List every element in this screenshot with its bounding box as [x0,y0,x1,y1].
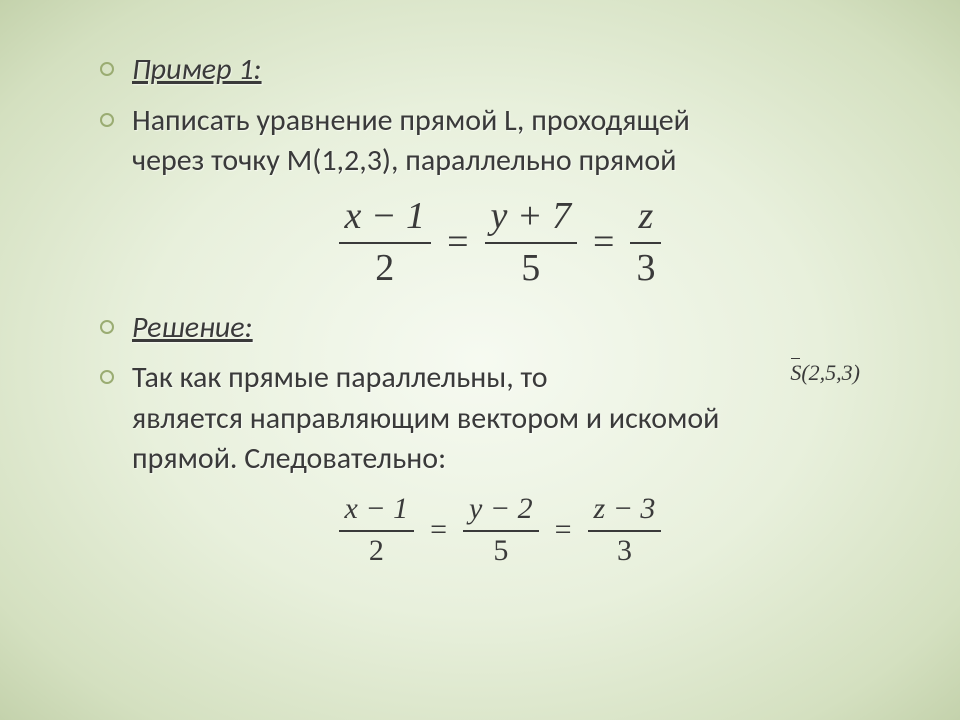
bullet-icon [100,113,114,127]
eq1-frac-2: y + 7 5 [485,194,578,290]
solution-label-row: Решение: [100,308,900,349]
eq1-den-1: 2 [369,244,400,290]
eq1-den-2: 5 [515,244,546,290]
title-text: Пример 1: [132,50,262,91]
equation-1: x − 1 2 = y + 7 5 = z 3 [100,194,900,290]
eq2-num-2: y − 2 [463,492,539,526]
solution-line-1: Так как прямые параллельны, то [132,359,548,396]
problem-line-2: через точку М(1,2,3), параллельно прямой [132,142,676,179]
problem-text: Написать уравнение прямой L, проходящей … [132,101,690,182]
vector-bar-icon [791,358,800,359]
eq1-num-1: x − 1 [339,194,432,238]
vector-text: S(2,5,3) [790,360,860,385]
eq1-frac-1: x − 1 2 [339,194,432,290]
solution-text: Так как прямые параллельны, то является … [132,358,719,480]
eq2-num-1: x − 1 [339,492,415,526]
vector-inline: S(2,5,3) [790,360,860,386]
eq1-frac-3: z 3 [630,194,661,290]
eq2-num-3: z − 3 [588,492,662,526]
bullet-icon [100,320,114,334]
equation-2: x − 1 2 = y − 2 5 = z − 3 3 [100,492,900,568]
solution-line-3: прямой. Следовательно: [132,440,446,477]
equation-1-wrap: x − 1 2 = y + 7 5 = z 3 [339,194,662,290]
bullet-icon [100,370,114,384]
eq1-num-3: z [633,194,660,238]
eq2-den-3: 3 [611,532,638,568]
problem-row: Написать уравнение прямой L, проходящей … [100,101,900,182]
eq1-equals-2: = [577,220,630,264]
solution-text-row: Так как прямые параллельны, то является … [100,358,900,480]
eq2-equals-1: = [414,513,463,547]
eq2-den-1: 2 [363,532,390,568]
eq2-den-2: 5 [487,532,514,568]
title-row: Пример 1: [100,50,900,91]
solution-line-2: является направляющим вектором и искомой [132,400,719,437]
eq1-equals-1: = [431,220,484,264]
solution-label: Решение: [132,308,253,349]
eq1-den-3: 3 [630,244,661,290]
slide-body: Пример 1: Написать уравнение прямой L, п… [0,0,960,720]
eq1-num-2: y + 7 [485,194,578,238]
problem-line-1: Написать уравнение прямой L, проходящей [132,102,690,139]
vector-notation: S(2,5,3) [790,360,860,386]
eq2-equals-2: = [539,513,588,547]
eq2-frac-1: x − 1 2 [339,492,415,568]
equation-2-wrap: x − 1 2 = y − 2 5 = z − 3 3 [339,492,662,568]
bullet-icon [100,62,114,76]
eq2-frac-2: y − 2 5 [463,492,539,568]
eq2-frac-3: z − 3 3 [588,492,662,568]
